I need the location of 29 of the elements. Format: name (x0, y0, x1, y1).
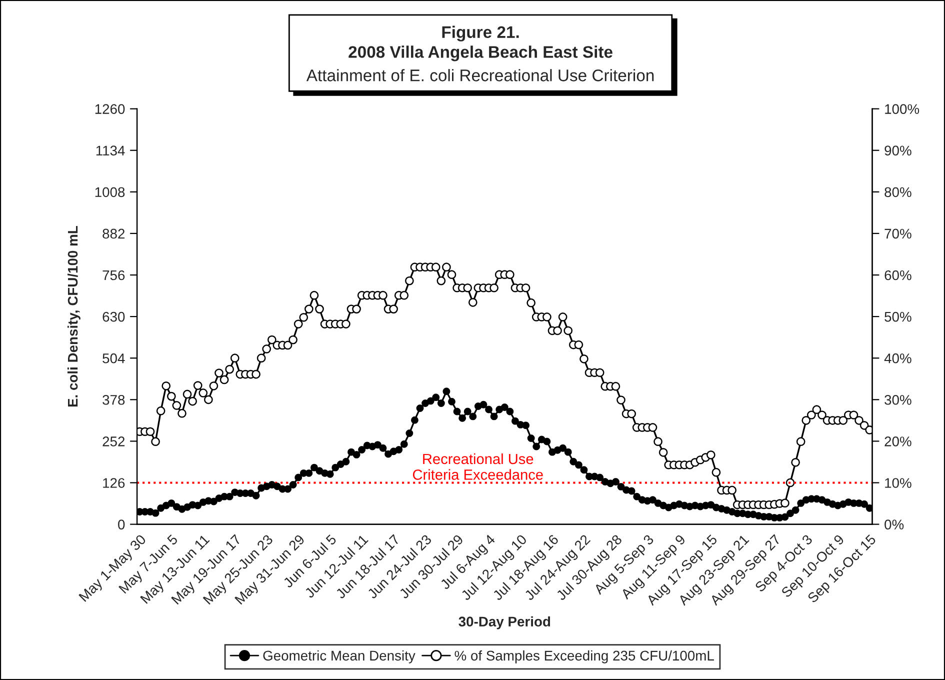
y2-tick-label: 60% (884, 270, 912, 280)
y2-tick-label: 20% (884, 436, 912, 446)
y2-tick-label: 40% (884, 353, 912, 364)
y2-tick-label: 50% (884, 312, 912, 322)
legend-label: % of Samples Exceeding 235 CFU/100mL (454, 650, 714, 664)
y-tick-label: 504 (102, 353, 125, 364)
y-tick-label: 756 (102, 270, 125, 280)
y-axis-title: E. coli Density, CFU/100 mL (67, 226, 80, 407)
y2-tick-label: 80% (884, 187, 912, 198)
y-tick-label: 1008 (95, 187, 125, 198)
chart-title: Figure 21. 2008 Villa Angela Beach East Site (348, 26, 612, 62)
y-tick-label: 252 (102, 436, 125, 446)
y2-tick-label: 10% (885, 478, 912, 488)
legend-label: Geometric Mean Density (263, 650, 416, 664)
y-tick-label: 1260 (95, 104, 125, 114)
y-tick-label: 1134 (96, 146, 125, 156)
y-tick-label: 630 (102, 312, 125, 322)
chart-subtitle: Attainment of E. coli Recreational Use Criterion (306, 69, 654, 82)
y-tick-label: 378 (102, 394, 125, 405)
y-tick-label: 126 (103, 478, 125, 488)
y2-tick-label: 100% (885, 104, 920, 114)
y2-tick-label: 70% (884, 228, 912, 239)
ref-line-label: Recreational Use Criteria Exceedance (412, 453, 543, 480)
x-axis-title: 30-Day Period (458, 616, 550, 630)
y-tick-label: 882 (102, 228, 125, 239)
y2-tick-label: 0% (884, 520, 904, 530)
y-tick-label: 0 (118, 520, 125, 530)
y2-tick-label: 90% (884, 146, 912, 156)
y2-tick-label: 30% (884, 394, 912, 405)
